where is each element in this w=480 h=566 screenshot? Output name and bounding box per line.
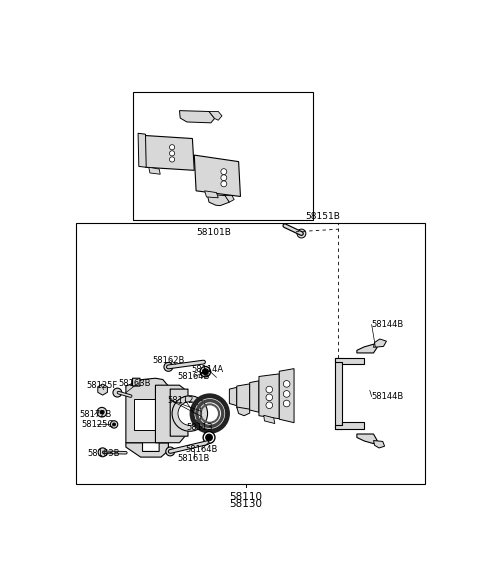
Circle shape: [221, 175, 227, 181]
FancyBboxPatch shape: [134, 399, 155, 430]
Polygon shape: [180, 110, 215, 123]
Circle shape: [221, 169, 227, 174]
Polygon shape: [250, 381, 259, 412]
Polygon shape: [126, 443, 168, 457]
Polygon shape: [373, 339, 386, 348]
Text: 58112: 58112: [168, 396, 194, 405]
Text: 58114A: 58114A: [192, 366, 223, 375]
Text: 58163B: 58163B: [119, 379, 151, 388]
Polygon shape: [98, 384, 108, 395]
Polygon shape: [144, 135, 194, 170]
Text: 58161B: 58161B: [178, 454, 210, 463]
Text: 58101B: 58101B: [196, 228, 231, 237]
Polygon shape: [373, 440, 384, 448]
Text: 58125F: 58125F: [86, 381, 118, 390]
Text: 58162B: 58162B: [153, 356, 185, 365]
Bar: [133, 92, 312, 220]
Circle shape: [178, 402, 202, 426]
Text: 58113: 58113: [186, 423, 213, 432]
Polygon shape: [279, 368, 294, 423]
Circle shape: [100, 410, 104, 414]
Circle shape: [221, 181, 227, 187]
Circle shape: [166, 447, 175, 456]
Text: 58163B: 58163B: [88, 449, 120, 458]
Circle shape: [169, 157, 175, 162]
Polygon shape: [264, 415, 275, 423]
FancyBboxPatch shape: [132, 378, 140, 386]
Polygon shape: [156, 385, 187, 443]
Circle shape: [169, 151, 175, 156]
Text: 58164B: 58164B: [178, 372, 210, 381]
Circle shape: [97, 408, 107, 417]
Circle shape: [266, 394, 273, 401]
Polygon shape: [357, 434, 377, 444]
Circle shape: [169, 145, 175, 150]
Text: 58164B: 58164B: [185, 445, 217, 454]
Circle shape: [266, 386, 273, 393]
Polygon shape: [335, 358, 342, 429]
Polygon shape: [237, 384, 250, 410]
Polygon shape: [335, 358, 364, 365]
Circle shape: [164, 362, 173, 371]
Circle shape: [113, 388, 122, 397]
Text: 58110: 58110: [229, 492, 263, 503]
Circle shape: [172, 396, 207, 431]
Text: 58144B: 58144B: [372, 392, 404, 401]
Circle shape: [110, 421, 118, 428]
Circle shape: [113, 423, 116, 426]
Polygon shape: [149, 168, 160, 174]
Circle shape: [266, 402, 273, 409]
Text: 58172B: 58172B: [79, 410, 111, 419]
Text: 58151B: 58151B: [305, 212, 340, 221]
Circle shape: [200, 367, 211, 377]
Bar: [76, 222, 425, 484]
Polygon shape: [209, 112, 222, 120]
Circle shape: [206, 434, 212, 441]
Polygon shape: [225, 196, 234, 202]
Polygon shape: [194, 155, 240, 196]
Circle shape: [283, 400, 290, 407]
Polygon shape: [357, 344, 377, 353]
Polygon shape: [259, 374, 279, 419]
FancyBboxPatch shape: [170, 389, 188, 436]
Text: 58144B: 58144B: [372, 320, 404, 329]
Circle shape: [203, 432, 215, 443]
Polygon shape: [229, 387, 237, 406]
Circle shape: [283, 380, 290, 387]
Polygon shape: [207, 194, 229, 205]
Circle shape: [98, 448, 107, 457]
Circle shape: [297, 229, 306, 238]
Polygon shape: [126, 378, 168, 443]
Text: 58125C: 58125C: [82, 420, 114, 429]
Circle shape: [283, 391, 290, 397]
Polygon shape: [335, 422, 364, 429]
Text: 58130: 58130: [229, 499, 263, 508]
Polygon shape: [138, 134, 146, 168]
Polygon shape: [237, 407, 250, 415]
Circle shape: [203, 368, 208, 375]
Polygon shape: [204, 191, 218, 198]
